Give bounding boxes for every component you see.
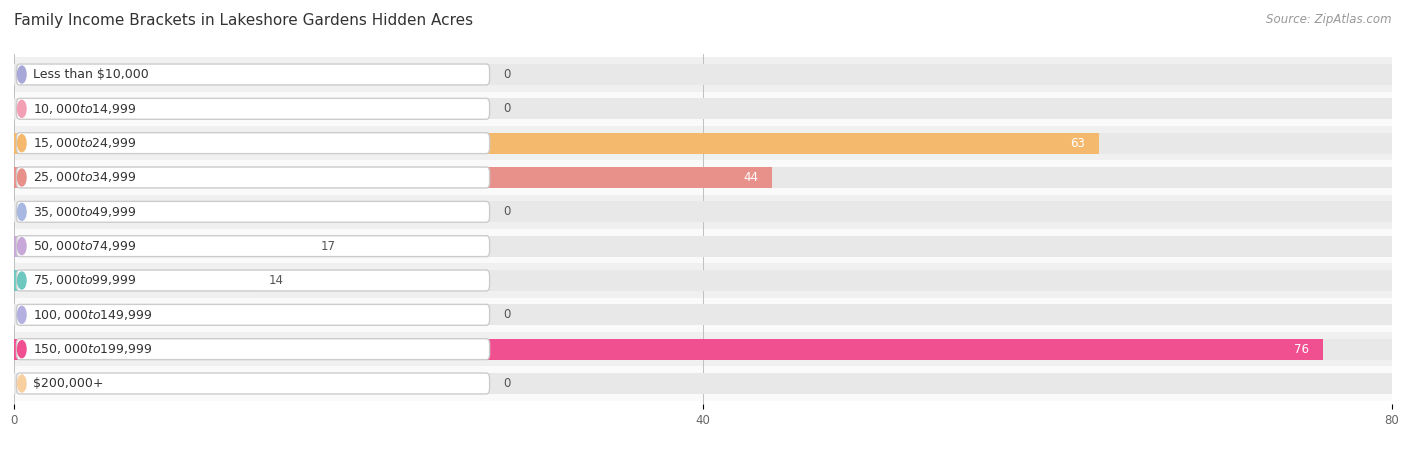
Text: 0: 0 xyxy=(503,377,510,390)
Text: Source: ZipAtlas.com: Source: ZipAtlas.com xyxy=(1267,13,1392,26)
Text: $150,000 to $199,999: $150,000 to $199,999 xyxy=(32,342,152,356)
Bar xyxy=(14,126,1392,160)
Text: 44: 44 xyxy=(744,171,758,184)
Text: 0: 0 xyxy=(503,308,510,321)
FancyBboxPatch shape xyxy=(17,133,489,154)
Bar xyxy=(14,132,1099,154)
Circle shape xyxy=(17,306,27,323)
Bar xyxy=(14,263,1392,298)
Text: Family Income Brackets in Lakeshore Gardens Hidden Acres: Family Income Brackets in Lakeshore Gard… xyxy=(14,13,474,28)
Text: $25,000 to $34,999: $25,000 to $34,999 xyxy=(32,171,136,185)
FancyBboxPatch shape xyxy=(17,167,489,188)
Text: $15,000 to $24,999: $15,000 to $24,999 xyxy=(32,136,136,150)
Bar xyxy=(14,339,1323,360)
Bar xyxy=(14,236,1392,257)
Circle shape xyxy=(17,238,27,255)
Bar xyxy=(14,270,1392,291)
Bar xyxy=(14,57,1392,92)
Bar xyxy=(14,298,1392,332)
FancyBboxPatch shape xyxy=(17,373,489,394)
Text: $50,000 to $74,999: $50,000 to $74,999 xyxy=(32,239,136,253)
Bar xyxy=(14,373,1392,394)
FancyBboxPatch shape xyxy=(17,339,489,360)
Bar xyxy=(14,339,1392,360)
Text: 0: 0 xyxy=(503,102,510,115)
Circle shape xyxy=(17,272,27,289)
Bar xyxy=(14,92,1392,126)
Bar xyxy=(14,98,1392,119)
Bar xyxy=(14,132,1392,154)
Bar xyxy=(14,167,772,188)
Text: Less than $10,000: Less than $10,000 xyxy=(32,68,149,81)
Circle shape xyxy=(17,169,27,186)
Text: 17: 17 xyxy=(321,240,336,253)
FancyBboxPatch shape xyxy=(17,270,489,291)
Bar xyxy=(14,229,1392,263)
Circle shape xyxy=(17,375,27,392)
Text: 76: 76 xyxy=(1295,343,1309,356)
FancyBboxPatch shape xyxy=(17,201,489,222)
Circle shape xyxy=(17,135,27,152)
Bar xyxy=(14,236,307,257)
FancyBboxPatch shape xyxy=(17,236,489,257)
Text: $75,000 to $99,999: $75,000 to $99,999 xyxy=(32,273,136,287)
Circle shape xyxy=(17,100,27,117)
Bar xyxy=(14,332,1392,366)
Text: 0: 0 xyxy=(503,205,510,218)
Bar xyxy=(14,195,1392,229)
Circle shape xyxy=(17,66,27,83)
Bar xyxy=(14,270,256,291)
Bar xyxy=(14,201,1392,222)
Circle shape xyxy=(17,203,27,220)
Bar xyxy=(14,366,1392,401)
FancyBboxPatch shape xyxy=(17,304,489,325)
Text: $10,000 to $14,999: $10,000 to $14,999 xyxy=(32,102,136,116)
Bar xyxy=(14,160,1392,195)
FancyBboxPatch shape xyxy=(17,98,489,119)
Text: $35,000 to $49,999: $35,000 to $49,999 xyxy=(32,205,136,219)
Text: 63: 63 xyxy=(1070,136,1085,150)
Text: $200,000+: $200,000+ xyxy=(32,377,104,390)
Bar xyxy=(14,304,1392,326)
FancyBboxPatch shape xyxy=(17,64,489,85)
Text: $100,000 to $149,999: $100,000 to $149,999 xyxy=(32,308,152,322)
Bar xyxy=(14,64,1392,85)
Bar xyxy=(14,167,1392,188)
Text: 14: 14 xyxy=(269,274,284,287)
Text: 0: 0 xyxy=(503,68,510,81)
Circle shape xyxy=(17,341,27,358)
